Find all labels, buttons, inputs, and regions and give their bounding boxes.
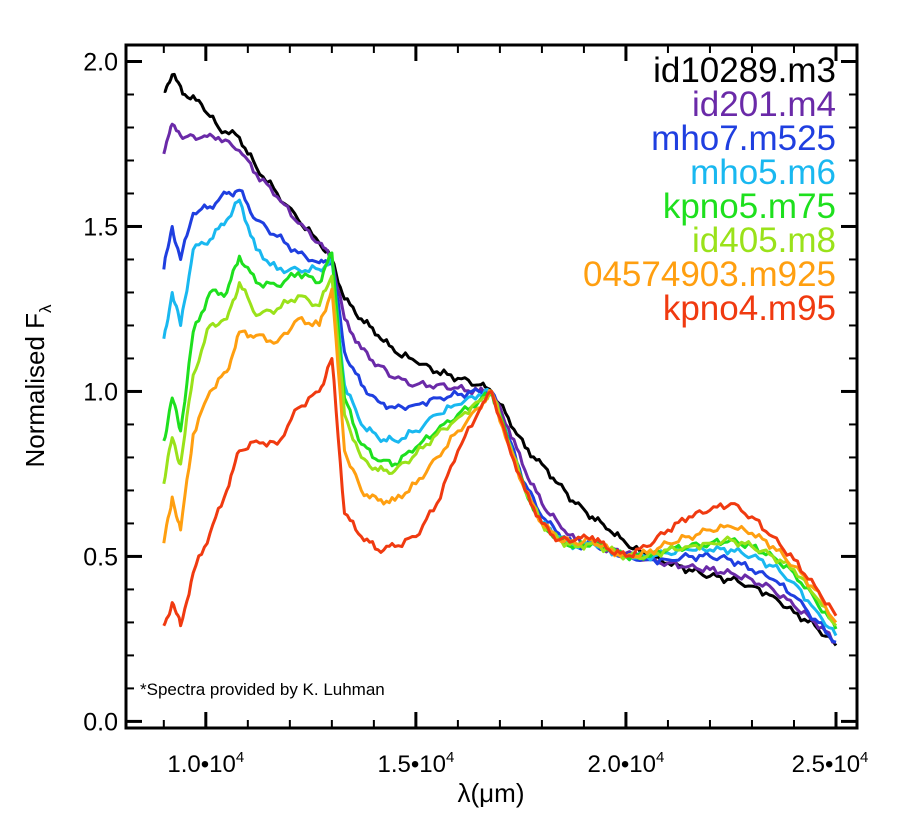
- y-tick-label: 1.0: [83, 378, 118, 406]
- x-tick-exponent: 4: [236, 749, 244, 766]
- series-line-04574903-m925: [162, 287, 838, 624]
- legend-entry-mho5-m6: mho5.m6: [690, 153, 836, 192]
- series-line-id10289-m3: [163, 72, 838, 647]
- x-tick-exponent: 4: [656, 749, 664, 766]
- series-line-mho7-m525: [162, 188, 837, 644]
- x-tick-label: 1.0•104: [167, 749, 244, 778]
- x-tick-label: 2.5•104: [792, 749, 869, 778]
- series-line-kpno4-m95: [162, 357, 838, 628]
- legend-entry-kpno4-m95: kpno4.m95: [663, 289, 836, 328]
- legend-entry-mho7-m525: mho7.m525: [651, 119, 836, 158]
- series-layer: [162, 72, 838, 647]
- series-line-mho5-m6: [162, 198, 838, 637]
- legend-entry-kpno5-m75: kpno5.m75: [663, 187, 836, 226]
- y-axis-label-subscript: λ: [36, 304, 55, 313]
- y-tick-label: 0.0: [83, 708, 118, 736]
- series-line-id405-m8: [162, 274, 838, 627]
- legend-entry-id405-m8: id405.m8: [692, 221, 836, 260]
- ticks-layer: 0.0 0.5 1.0 1.5 2.0 1.0•104 1.5•104 2.0•104 2.5•…: [83, 45, 868, 778]
- legend-entry-04574903-m925: 04574903.m925: [583, 255, 836, 294]
- legend: id10289.m3id201.m4mho7.m525mho5.m6kpno5.…: [583, 51, 836, 328]
- plot-frame: [124, 43, 859, 730]
- annotation: *Spectra provided by K. Luhman: [140, 680, 385, 699]
- x-tick-label: 1.5•104: [377, 749, 454, 778]
- x-tick-exponent: 4: [446, 749, 454, 766]
- x-tick-exponent: 4: [860, 749, 868, 766]
- y-tick-label: 0.5: [83, 543, 118, 571]
- y-axis-label: Normalised Fλ: [20, 304, 55, 468]
- y-tick-label: 1.5: [83, 213, 118, 241]
- legend-entry-id10289-m3: id10289.m3: [653, 51, 836, 90]
- y-axis-label-main: Normalised F: [20, 313, 50, 468]
- y-tick-label: 2.0: [83, 48, 118, 76]
- x-tick-label: 2.0•104: [588, 749, 665, 778]
- x-axis-label: λ(μm): [458, 778, 525, 808]
- legend-entry-id201-m4: id201.m4: [692, 85, 836, 124]
